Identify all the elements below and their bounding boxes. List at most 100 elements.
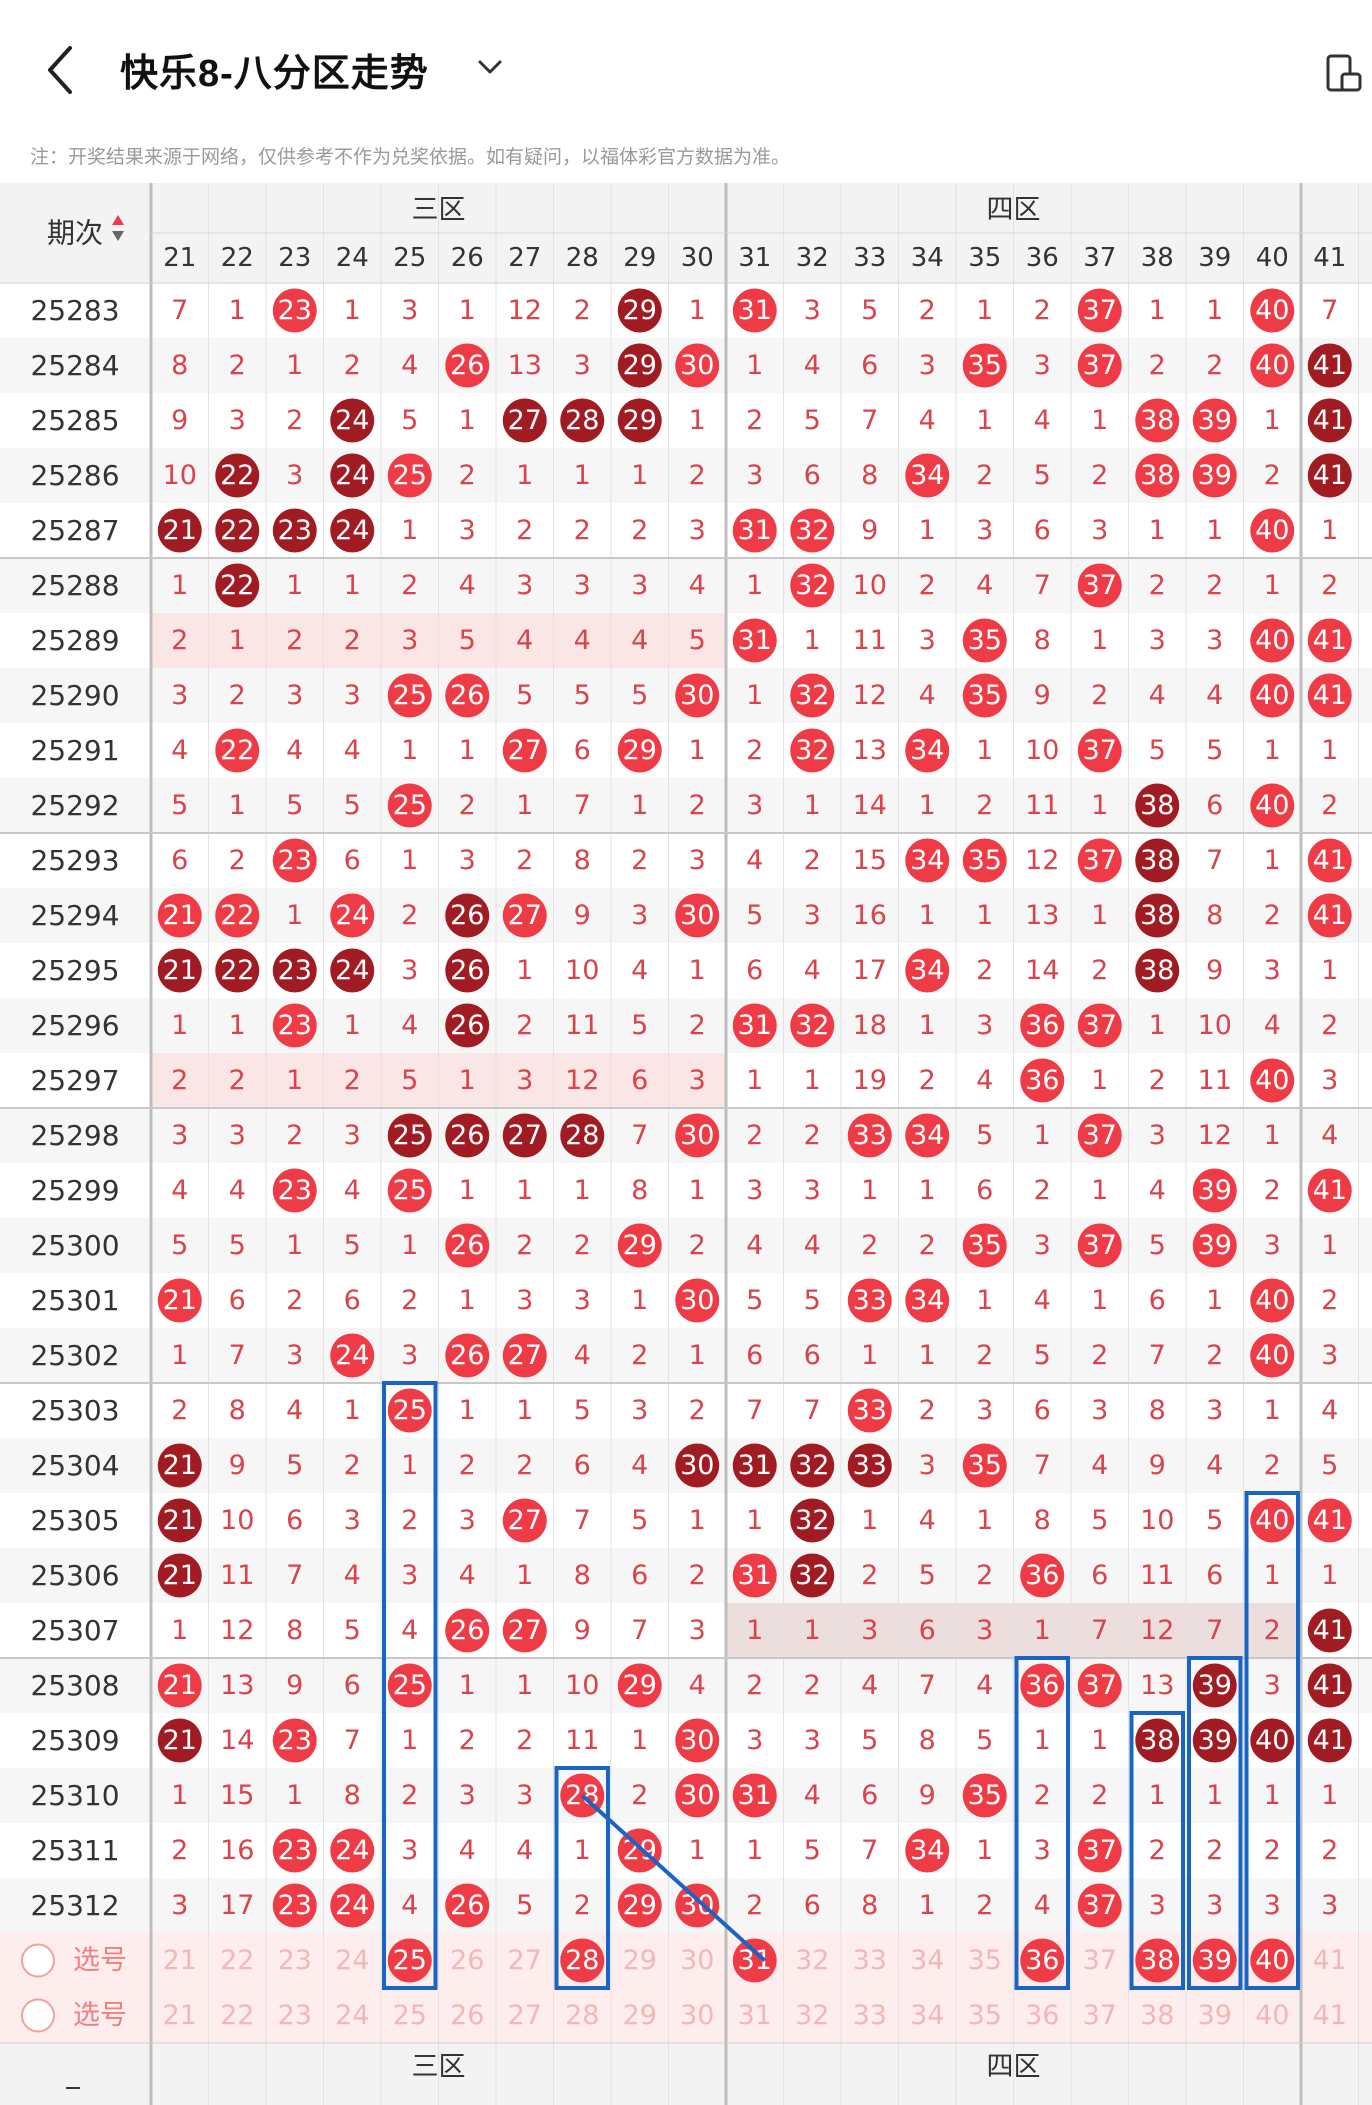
hit-number-21: 21 <box>163 1670 197 1701</box>
period-25309: 25309 <box>30 1724 119 1757</box>
miss-count: 3 <box>286 1340 303 1371</box>
selected-ball-28[interactable] <box>560 1938 605 1983</box>
hit-ball-27 <box>502 893 547 938</box>
hit-number-29: 29 <box>623 1835 657 1866</box>
selectable-number-24: 24 <box>335 2000 369 2031</box>
miss-count: 5 <box>401 405 418 436</box>
hit-ball-41 <box>1307 893 1352 938</box>
miss-count: 2 <box>804 1120 821 1151</box>
hit-ball-34 <box>905 948 950 993</box>
miss-count: 2 <box>631 845 648 876</box>
selected-ball-36[interactable] <box>1020 1938 1065 1983</box>
miss-count: 5 <box>689 625 706 656</box>
selected-ball-38[interactable] <box>1135 1938 1180 1983</box>
chevron-down-icon[interactable] <box>475 52 505 82</box>
miss-count: 2 <box>574 515 591 546</box>
miss-count: 4 <box>631 1450 648 1481</box>
select-radio-icon[interactable] <box>21 1998 55 2033</box>
hit-ball-30 <box>675 1718 720 1763</box>
miss-count: 1 <box>1264 735 1281 766</box>
miss-count: 3 <box>459 1505 476 1536</box>
hit-number-37: 37 <box>1083 845 1117 876</box>
miss-count: 1 <box>976 1505 993 1536</box>
miss-count: 5 <box>1091 1505 1108 1536</box>
miss-count: 6 <box>1034 1395 1051 1426</box>
selectable-number-39: 39 <box>1198 2000 1232 2031</box>
miss-count: 1 <box>746 1065 763 1096</box>
period-25287: 25287 <box>30 514 119 547</box>
miss-count: 3 <box>171 680 188 711</box>
column-number-25: 25 <box>393 243 426 273</box>
miss-count: 1 <box>689 1175 706 1206</box>
hit-number-30: 30 <box>680 350 714 381</box>
selectable-number-25: 25 <box>393 2000 427 2031</box>
miss-count: 15 <box>220 1780 254 1811</box>
miss-count: 3 <box>401 625 418 656</box>
miss-count: 5 <box>459 625 476 656</box>
hit-number-23: 23 <box>278 845 312 876</box>
hit-number-40: 40 <box>1255 1065 1289 1096</box>
miss-count: 1 <box>919 900 936 931</box>
selected-ball-40[interactable] <box>1250 1938 1295 1983</box>
hit-ball-23 <box>272 1003 317 1048</box>
phone-layout-icon[interactable] <box>1322 52 1366 96</box>
miss-count: 1 <box>344 1010 361 1041</box>
miss-count: 4 <box>1034 405 1051 436</box>
sort-up-icon[interactable] <box>112 215 124 225</box>
hit-ball-21 <box>157 508 202 553</box>
miss-count: 12 <box>1140 1615 1174 1646</box>
hit-ball-26 <box>445 1608 490 1653</box>
miss-count: 7 <box>861 1835 878 1866</box>
miss-count: 1 <box>516 1175 533 1206</box>
selectable-number-22: 22 <box>220 2000 254 2031</box>
miss-count: 12 <box>565 1065 599 1096</box>
miss-count: 1 <box>459 405 476 436</box>
hit-ball-35 <box>962 673 1007 718</box>
miss-count: 3 <box>1321 1065 1338 1096</box>
miss-count: 10 <box>565 1670 599 1701</box>
miss-count: 4 <box>976 1065 993 1096</box>
miss-count: 4 <box>1034 1890 1051 1921</box>
select-row-label: 选号 <box>73 1945 127 1976</box>
select-radio-icon[interactable] <box>21 1943 55 1978</box>
selectable-number-21: 21 <box>163 2000 197 2031</box>
miss-count: 5 <box>171 790 188 821</box>
miss-count: 3 <box>229 1120 246 1151</box>
hit-ball-21 <box>157 1278 202 1323</box>
hit-number-26: 26 <box>450 350 484 381</box>
column-number-30: 30 <box>681 243 714 273</box>
miss-count: 2 <box>229 845 246 876</box>
hit-number-35: 35 <box>968 625 1002 656</box>
period-25305: 25305 <box>30 1504 119 1537</box>
hit-ball-27 <box>502 1608 547 1653</box>
hit-number-41: 41 <box>1313 1505 1347 1536</box>
hit-ball-22 <box>215 948 260 993</box>
column-number-38: 38 <box>1141 243 1174 273</box>
back-chevron-left-icon[interactable] <box>40 40 80 100</box>
hit-number-33: 33 <box>853 1395 887 1426</box>
hit-ball-29 <box>617 1663 662 1708</box>
miss-count: 1 <box>1206 295 1223 326</box>
miss-count: 8 <box>574 845 591 876</box>
miss-count: 3 <box>516 570 533 601</box>
miss-count: 4 <box>1091 1450 1108 1481</box>
selected-ball-31[interactable] <box>732 1938 777 1983</box>
hit-number-31: 31 <box>738 515 772 546</box>
miss-count: 12 <box>508 295 542 326</box>
hit-ball-41 <box>1307 618 1352 663</box>
hit-number-37: 37 <box>1083 295 1117 326</box>
hit-ball-28 <box>560 1113 605 1158</box>
miss-count: 2 <box>919 1395 936 1426</box>
table-row-bg <box>0 1823 1372 1878</box>
hit-ball-24 <box>330 948 375 993</box>
miss-count: 1 <box>746 570 763 601</box>
hit-ball-27 <box>502 1498 547 1543</box>
hit-ball-26 <box>445 1883 490 1928</box>
selected-ball-39[interactable] <box>1192 1938 1237 1983</box>
highlight-box-col-28 <box>554 1766 610 1990</box>
hit-ball-23 <box>272 288 317 333</box>
hit-number-21: 21 <box>163 1505 197 1536</box>
selected-ball-25[interactable] <box>387 1938 432 1983</box>
sort-down-icon[interactable] <box>112 231 124 241</box>
